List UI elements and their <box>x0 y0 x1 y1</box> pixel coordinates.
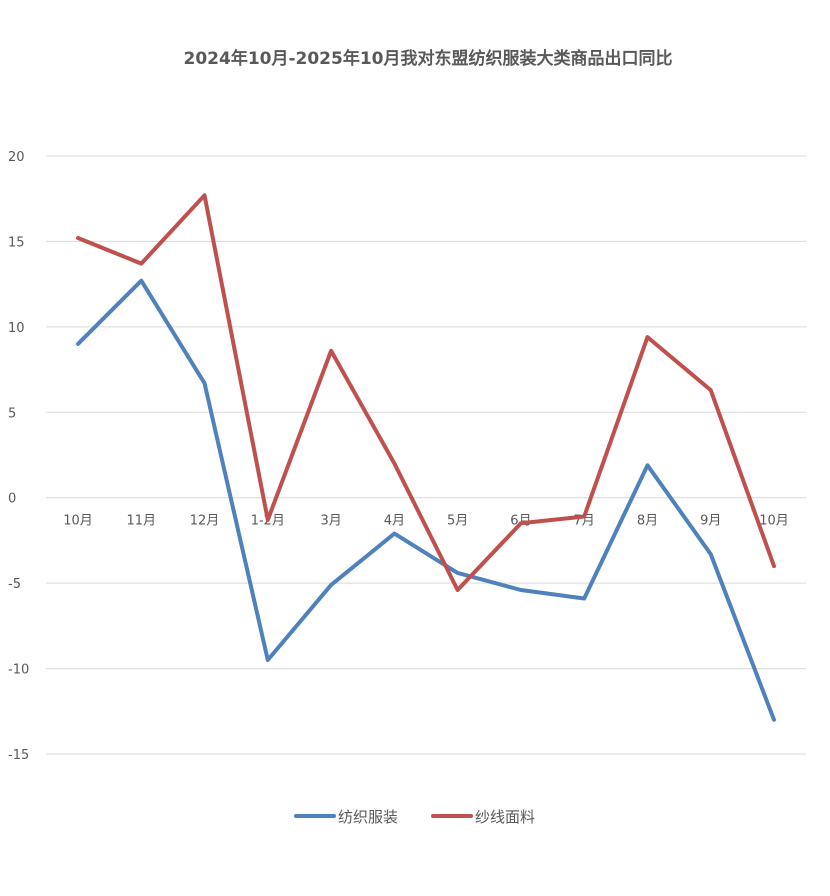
x-tick-label: 10月 <box>759 514 789 529</box>
chart-title: 2024年10月-2025年10月我对东盟纺织服装大类商品出口同比 <box>184 48 673 69</box>
y-tick-label: 20 <box>8 150 25 165</box>
x-tick-label: 11月 <box>126 514 156 529</box>
y-tick-label: -10 <box>8 663 29 678</box>
legend: 纺织服装 纱线面料 <box>294 808 535 826</box>
x-tick-label: 12月 <box>190 514 220 529</box>
x-tick-label: 8月 <box>637 514 658 529</box>
y-tick-label: 15 <box>8 235 25 250</box>
legend-label: 纱线面料 <box>475 808 535 826</box>
series-lines <box>76 193 776 722</box>
x-tick-label: 3月 <box>320 514 341 529</box>
series-line-1 <box>76 278 776 722</box>
y-tick-label: -5 <box>8 577 21 592</box>
x-tick-label: 6月 <box>510 514 531 529</box>
y-tick-label: -15 <box>8 748 29 763</box>
y-tick-label: 5 <box>8 406 16 421</box>
y-tick-label: 10 <box>8 321 25 336</box>
gridlines <box>46 155 806 755</box>
x-tick-label: 4月 <box>384 514 405 529</box>
series-line-2 <box>76 193 776 592</box>
y-tick-label: 0 <box>8 492 16 507</box>
x-tick-label: 9月 <box>700 514 721 529</box>
y-axis-tick-labels: 20 15 10 5 0 -5 -10 -15 <box>8 150 29 763</box>
x-tick-label: 10月 <box>63 514 93 529</box>
x-tick-label: 5月 <box>447 514 468 529</box>
legend-label: 纺织服装 <box>338 808 398 826</box>
